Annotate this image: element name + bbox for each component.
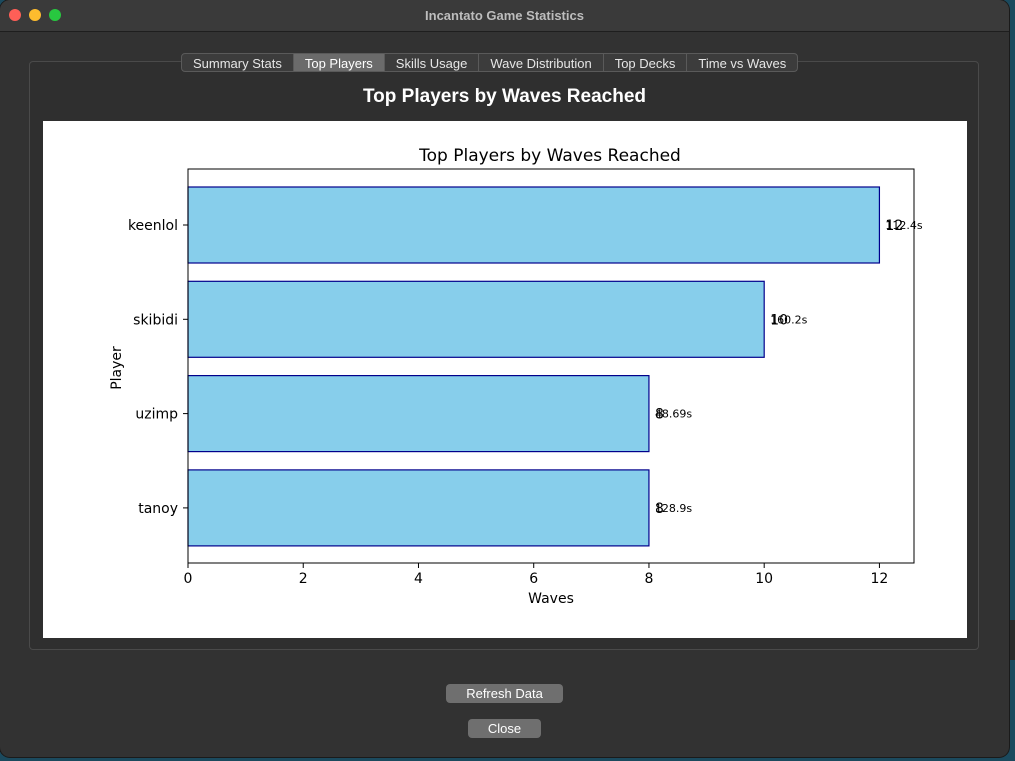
bar-value-label: 8	[655, 407, 664, 423]
zoom-window-icon[interactable]	[49, 9, 61, 21]
minimize-window-icon[interactable]	[29, 9, 41, 21]
desktop-background	[1007, 620, 1015, 660]
tab-time-vs-waves[interactable]: Time vs Waves	[686, 53, 799, 72]
tab-skills-usage[interactable]: Skills Usage	[383, 53, 480, 72]
tab-summary-stats[interactable]: Summary Stats	[181, 53, 294, 72]
x-tick-label: 10	[755, 571, 773, 587]
bar-tanoy	[187, 469, 650, 547]
chart-title: Top Players by Waves Reached	[418, 146, 681, 166]
bar-keenlol	[187, 186, 881, 264]
close-window-icon[interactable]	[9, 9, 21, 21]
x-tick-label: 12	[871, 571, 889, 587]
window-title: Incantato Game Statistics	[425, 8, 584, 23]
bar-time-label: 160.2s	[770, 313, 807, 326]
bar-time-label: 48.69s	[655, 408, 692, 421]
close-button[interactable]: Close	[468, 719, 541, 738]
x-tick-label: 6	[529, 571, 538, 587]
tab-top-players[interactable]: Top Players	[292, 53, 385, 72]
x-axis-label: Waves	[528, 591, 574, 607]
bar-uzimp	[187, 375, 650, 453]
bar-chart: Top Players by Waves Reached 12112.4s101…	[109, 146, 923, 607]
x-tick-label: 2	[299, 571, 308, 587]
y-tick-label: skibidi	[133, 312, 178, 328]
chart-canvas: Top Players by Waves Reached 12 112.4s 10 1…	[43, 121, 967, 638]
tab-wave-distribution[interactable]: Wave Distribution	[478, 53, 604, 72]
tab-bar: Summary Stats Top Players Skills Usage W…	[181, 53, 799, 72]
y-tick-label: uzimp	[135, 407, 178, 423]
plot-frame	[187, 168, 915, 564]
x-tick-label: 4	[414, 571, 423, 587]
y-tick-label: keenlol	[128, 218, 178, 234]
x-tick-label: 0	[184, 571, 193, 587]
y-axis-label: Player	[109, 346, 125, 390]
bar-time-label: 112.4s	[885, 219, 922, 232]
x-tick-label: 8	[644, 571, 653, 587]
bar-time-label: 128.9s	[655, 502, 692, 515]
refresh-data-button[interactable]: Refresh Data	[446, 684, 563, 703]
bar-value-label: 10	[770, 312, 788, 328]
bar-skibidi	[187, 280, 765, 358]
section-heading: Top Players by Waves Reached	[362, 86, 646, 107]
bar-value-label: 12	[885, 218, 903, 234]
tab-top-decks[interactable]: Top Decks	[602, 53, 688, 72]
bar-value-label: 8	[655, 501, 664, 517]
title-bar: Incantato Game Statistics	[0, 0, 1009, 32]
y-tick-label: tanoy	[138, 501, 178, 517]
